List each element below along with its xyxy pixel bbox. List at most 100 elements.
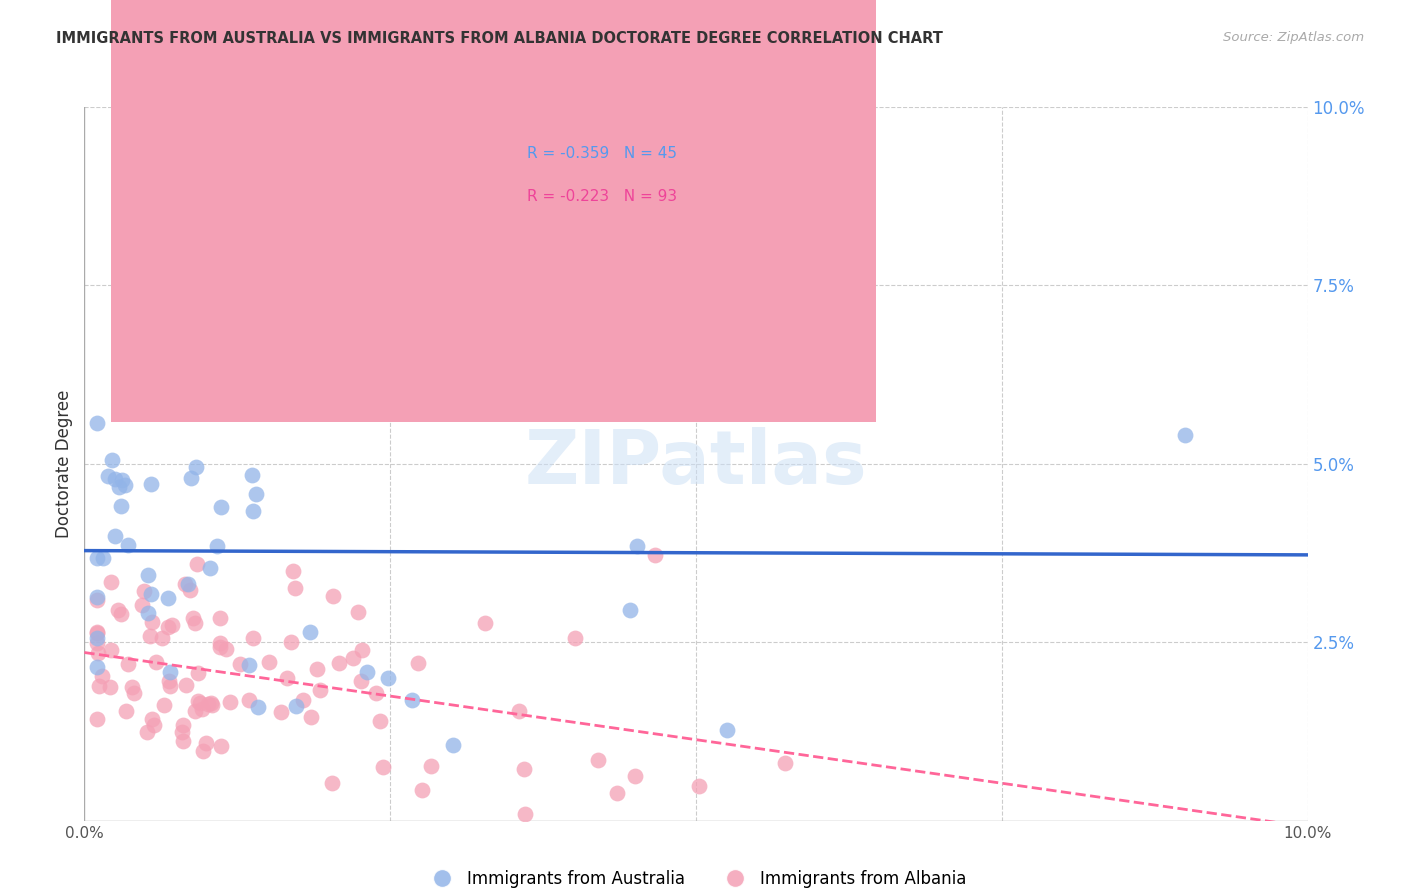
Point [179,583,201,598]
Point [315,344,337,359]
Point [350,673,373,688]
Point [107,603,129,617]
Point [184,704,207,718]
Point [86,660,108,674]
Point [177,577,200,591]
Point [117,657,139,671]
Point [91,550,114,565]
Point [174,577,197,591]
Point [307,662,329,676]
Point [242,504,264,518]
Point [153,698,176,713]
Point [142,718,165,732]
Point [157,591,180,606]
Point [371,760,394,774]
Point [176,678,198,692]
Point [97,469,120,483]
Point [644,549,666,563]
Point [209,739,232,754]
Point [139,476,162,491]
Text: R = -0.359   N = 45: R = -0.359 N = 45 [527,146,678,161]
Point [773,756,796,770]
Point [87,646,110,660]
Point [150,631,173,645]
Point [330,200,353,214]
Point [257,655,280,669]
FancyBboxPatch shape [457,125,787,225]
Point [280,635,302,649]
Point [86,626,108,640]
Point [238,658,260,673]
Point [115,705,138,719]
Text: Source: ZipAtlas.com: Source: ZipAtlas.com [1223,31,1364,45]
Point [209,640,232,655]
Point [184,459,207,474]
Point [110,607,132,621]
FancyBboxPatch shape [111,0,876,376]
Point [101,452,124,467]
Point [86,636,108,650]
Point [184,616,207,631]
Point [215,642,238,657]
Point [198,561,221,575]
Point [347,606,370,620]
Point [172,725,194,739]
Y-axis label: Doctorate Degree: Doctorate Degree [55,390,73,538]
Point [299,710,322,724]
Point [135,725,157,739]
Point [159,665,181,679]
Point [419,759,441,773]
Point [411,782,433,797]
Point [513,762,536,776]
Point [508,704,530,718]
Point [157,673,180,688]
Point [205,539,228,553]
Point [291,693,314,707]
Point [162,618,184,632]
Point [209,611,232,625]
Point [284,698,307,713]
Point [342,650,364,665]
Point [156,620,179,634]
Point [515,806,537,821]
Point [136,606,159,620]
Point [104,529,127,543]
Point [86,591,108,605]
Point [87,679,110,693]
Text: R = -0.223   N = 93: R = -0.223 N = 93 [527,189,678,203]
Point [270,705,292,719]
Point [406,657,429,671]
Point [131,598,153,612]
Point [91,669,114,683]
Point [245,487,267,501]
Point [626,539,648,553]
Point [240,467,263,482]
Point [276,671,298,685]
Point [197,697,219,711]
Point [110,473,132,487]
Point [100,574,122,589]
Point [172,718,194,732]
Point [321,775,343,789]
Point [139,629,162,643]
Text: ZIPatlas: ZIPatlas [524,427,868,500]
Legend: Immigrants from Australia, Immigrants from Albania: Immigrants from Australia, Immigrants fr… [419,863,973,892]
Point [474,615,496,630]
Point [619,602,641,616]
Point [281,564,304,578]
Point [187,694,209,708]
Point [309,682,332,697]
Point [141,712,163,726]
Point [441,739,464,753]
Point [159,679,181,693]
Point [208,636,231,650]
Point [86,417,108,431]
Point [188,696,211,710]
Point [564,631,586,645]
Point [183,611,205,625]
Point [284,581,307,595]
Point [238,692,260,706]
Point [107,480,129,494]
Point [122,686,145,700]
Point [180,470,202,484]
